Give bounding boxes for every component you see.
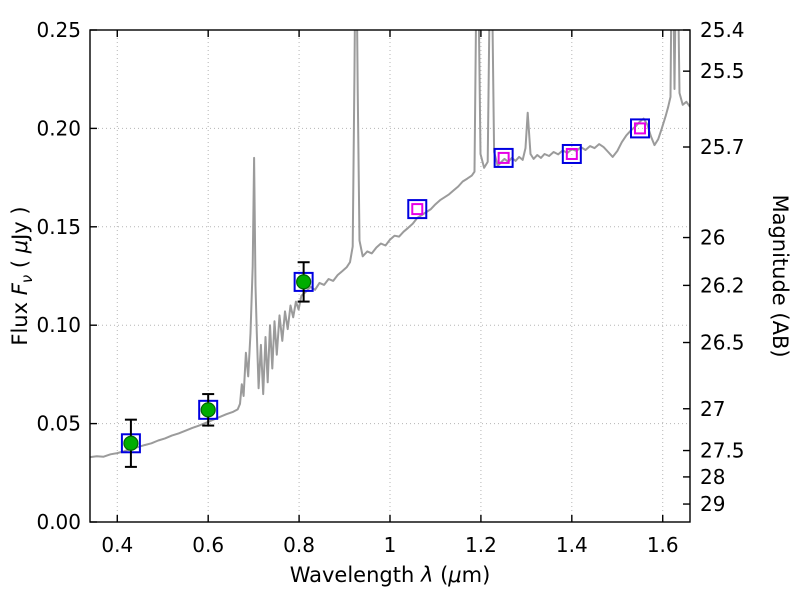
model-square-marker	[493, 147, 514, 168]
y-right-tick-label: 25.5	[700, 59, 745, 83]
inner-square-marker	[497, 151, 510, 164]
axis-ticks	[90, 29, 690, 523]
y-left-tick-label: 0.05	[36, 412, 81, 436]
photometry-detection	[120, 418, 141, 468]
inner-square-marker	[634, 122, 646, 135]
x-tick-label: 0.8	[283, 533, 315, 557]
y-right-axis-label: Magnitude (AB)	[768, 194, 792, 357]
model-square-marker	[630, 118, 650, 139]
y-right-tick-label: 28	[700, 465, 725, 489]
y-right-tick-label: 26.2	[700, 273, 745, 297]
model-square-marker	[407, 199, 428, 220]
y-left-tick-label: 0.15	[36, 215, 81, 239]
photometry-model-point	[561, 143, 582, 164]
y-left-tick-label: 0.25	[36, 18, 81, 42]
photometry-model-point	[630, 118, 650, 139]
y-left-tick-label: 0.20	[36, 116, 81, 140]
plot-area	[90, 30, 690, 522]
inner-square-marker	[565, 147, 578, 160]
y-left-tick-label: 0.10	[36, 313, 81, 337]
x-axis-label: Wavelength λ (μm)	[290, 563, 491, 587]
x-tick-label: 1.6	[647, 533, 679, 557]
x-tick-label: 1.2	[465, 533, 497, 557]
x-tick-label: 0.6	[192, 533, 224, 557]
y-right-tick-label: 27	[700, 397, 725, 421]
detection-circle-marker	[123, 435, 139, 451]
y-right-tick-label: 26	[700, 226, 725, 250]
y-left-tick-label: 0.00	[36, 510, 81, 534]
photometry-detection	[198, 393, 219, 427]
model-spectrum-line	[90, 30, 690, 459]
y-right-tick-label: 27.5	[700, 439, 745, 463]
photometry-points	[120, 118, 650, 468]
detection-circle-marker	[296, 274, 312, 290]
x-tick-label: 1	[384, 533, 397, 557]
y-right-tick-label: 25.4	[700, 18, 745, 42]
x-tick-label: 0.4	[101, 533, 133, 557]
y-right-tick-label: 25.7	[700, 135, 745, 159]
photometry-detection	[293, 261, 314, 303]
photometry-model-point	[407, 199, 428, 220]
y-right-tick-label: 29	[700, 492, 725, 516]
photometry-model-point	[493, 147, 514, 168]
y-right-tick-label: 26.5	[700, 331, 745, 355]
inner-square-marker	[411, 203, 424, 216]
detection-circle-marker	[200, 402, 216, 418]
model-square-marker	[561, 143, 582, 164]
y-left-axis-label: Flux Fν ( μJy )	[8, 206, 36, 345]
x-tick-label: 1.4	[556, 533, 588, 557]
